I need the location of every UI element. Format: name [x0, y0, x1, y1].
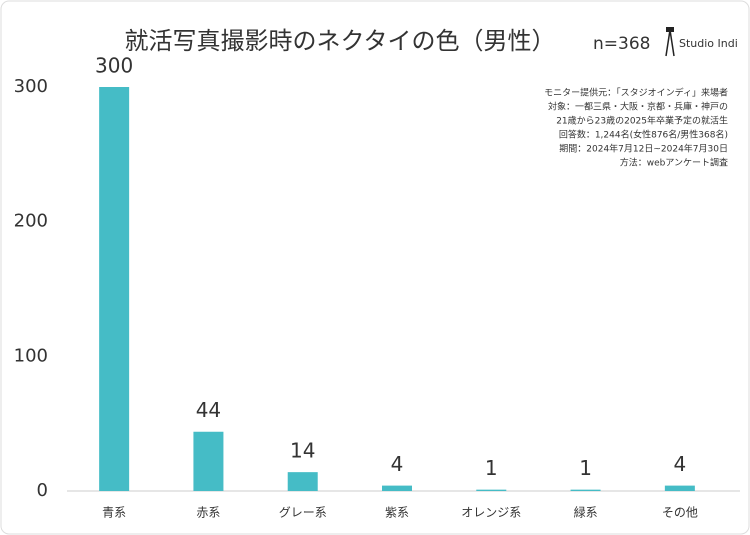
- x-tick-label: オレンジ系: [461, 506, 521, 520]
- x-tick-label: 紫系: [385, 506, 409, 520]
- bar: [99, 87, 130, 491]
- value-label: 44: [196, 398, 221, 422]
- bar: [664, 485, 695, 491]
- y-tick-label: 100: [14, 345, 48, 366]
- note: 回答数：1,244名(女性876名/男性368名): [559, 129, 728, 141]
- value-label: 4: [391, 452, 404, 476]
- note: 21歳から23歳の2025年卒業予定の就活生: [556, 115, 728, 127]
- note: 方法：webアンケート調査: [620, 157, 728, 169]
- note: モニター提供元：「スタジオインディ」来場者: [544, 87, 728, 99]
- x-tick-label: その他: [662, 506, 698, 520]
- chart-title: 就活写真撮影時のネクタイの色（男性）: [124, 27, 555, 55]
- bar: [193, 431, 224, 491]
- note: 対象：一都三県・大阪・京都・兵庫・神戸の: [548, 101, 728, 113]
- y-tick-label: 0: [37, 480, 48, 501]
- bar: [570, 489, 601, 491]
- bar: [476, 489, 507, 491]
- value-label: 300: [95, 54, 133, 78]
- bar: [382, 485, 412, 491]
- bar: [287, 472, 318, 491]
- sample-size: n=368: [593, 34, 650, 54]
- value-label: 4: [673, 452, 686, 476]
- x-tick-label: 赤系: [196, 506, 220, 520]
- brand: Studio Indi: [679, 37, 738, 50]
- x-tick-label: 青系: [102, 506, 126, 520]
- value-label: 1: [485, 456, 498, 480]
- value-label: 14: [290, 439, 315, 463]
- y-tick-label: 300: [14, 76, 48, 97]
- x-tick-label: 緑系: [574, 505, 598, 520]
- x-tick-label: グレー系: [279, 506, 327, 520]
- brand-logo: [665, 27, 675, 57]
- value-label: 1: [579, 456, 592, 480]
- note: 期間：2024年7月12日~2024年7月30日: [559, 143, 728, 155]
- y-tick-label: 200: [14, 211, 48, 232]
